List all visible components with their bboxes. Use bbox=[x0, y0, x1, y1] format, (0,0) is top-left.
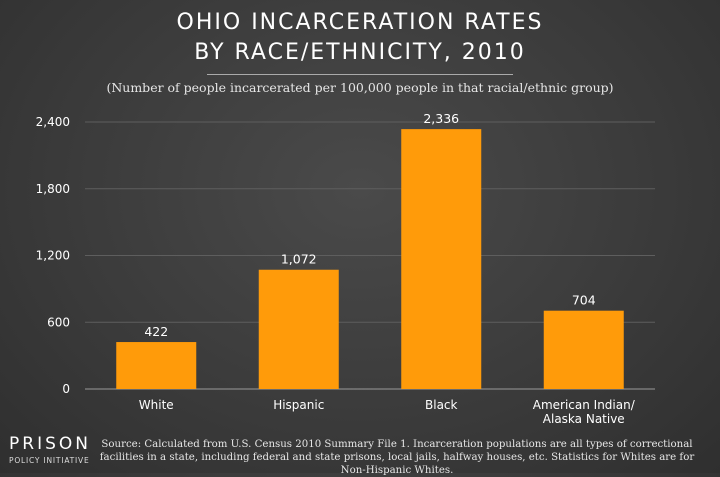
y-tick-label: 0 bbox=[62, 382, 70, 396]
bar bbox=[116, 342, 197, 389]
source-note: Source: Calculated from U.S. Census 2010… bbox=[99, 439, 695, 476]
x-tick-label: Black bbox=[425, 398, 458, 412]
chart-title-line2: BY RACE/ETHNICITY, 2010 bbox=[194, 40, 526, 65]
x-tick-label: Alaska Native bbox=[543, 412, 625, 426]
y-tick-label: 1,800 bbox=[36, 182, 70, 196]
chart-subtitle: (Number of people incarcerated per 100,0… bbox=[106, 80, 614, 95]
bar bbox=[543, 310, 624, 389]
y-tick-label: 2,400 bbox=[36, 115, 70, 129]
bar bbox=[258, 269, 339, 389]
chart-title-line1: OHIO INCARCERATION RATES bbox=[176, 10, 544, 35]
bar bbox=[401, 129, 482, 389]
data-label: 2,336 bbox=[423, 111, 459, 126]
data-label: 422 bbox=[144, 324, 168, 339]
y-tick-label: 600 bbox=[47, 315, 70, 329]
logo-policy-initiative: POLICY INITIATIVE bbox=[9, 456, 90, 465]
title-divider bbox=[207, 74, 513, 75]
data-label: 704 bbox=[572, 293, 596, 308]
logo-prison: PRISON bbox=[9, 434, 91, 454]
x-tick-label: American Indian/ bbox=[533, 398, 636, 412]
data-label: 1,072 bbox=[281, 252, 317, 267]
y-tick-label: 1,200 bbox=[36, 249, 70, 263]
x-tick-label: Hispanic bbox=[273, 398, 324, 412]
x-tick-label: White bbox=[139, 398, 174, 412]
